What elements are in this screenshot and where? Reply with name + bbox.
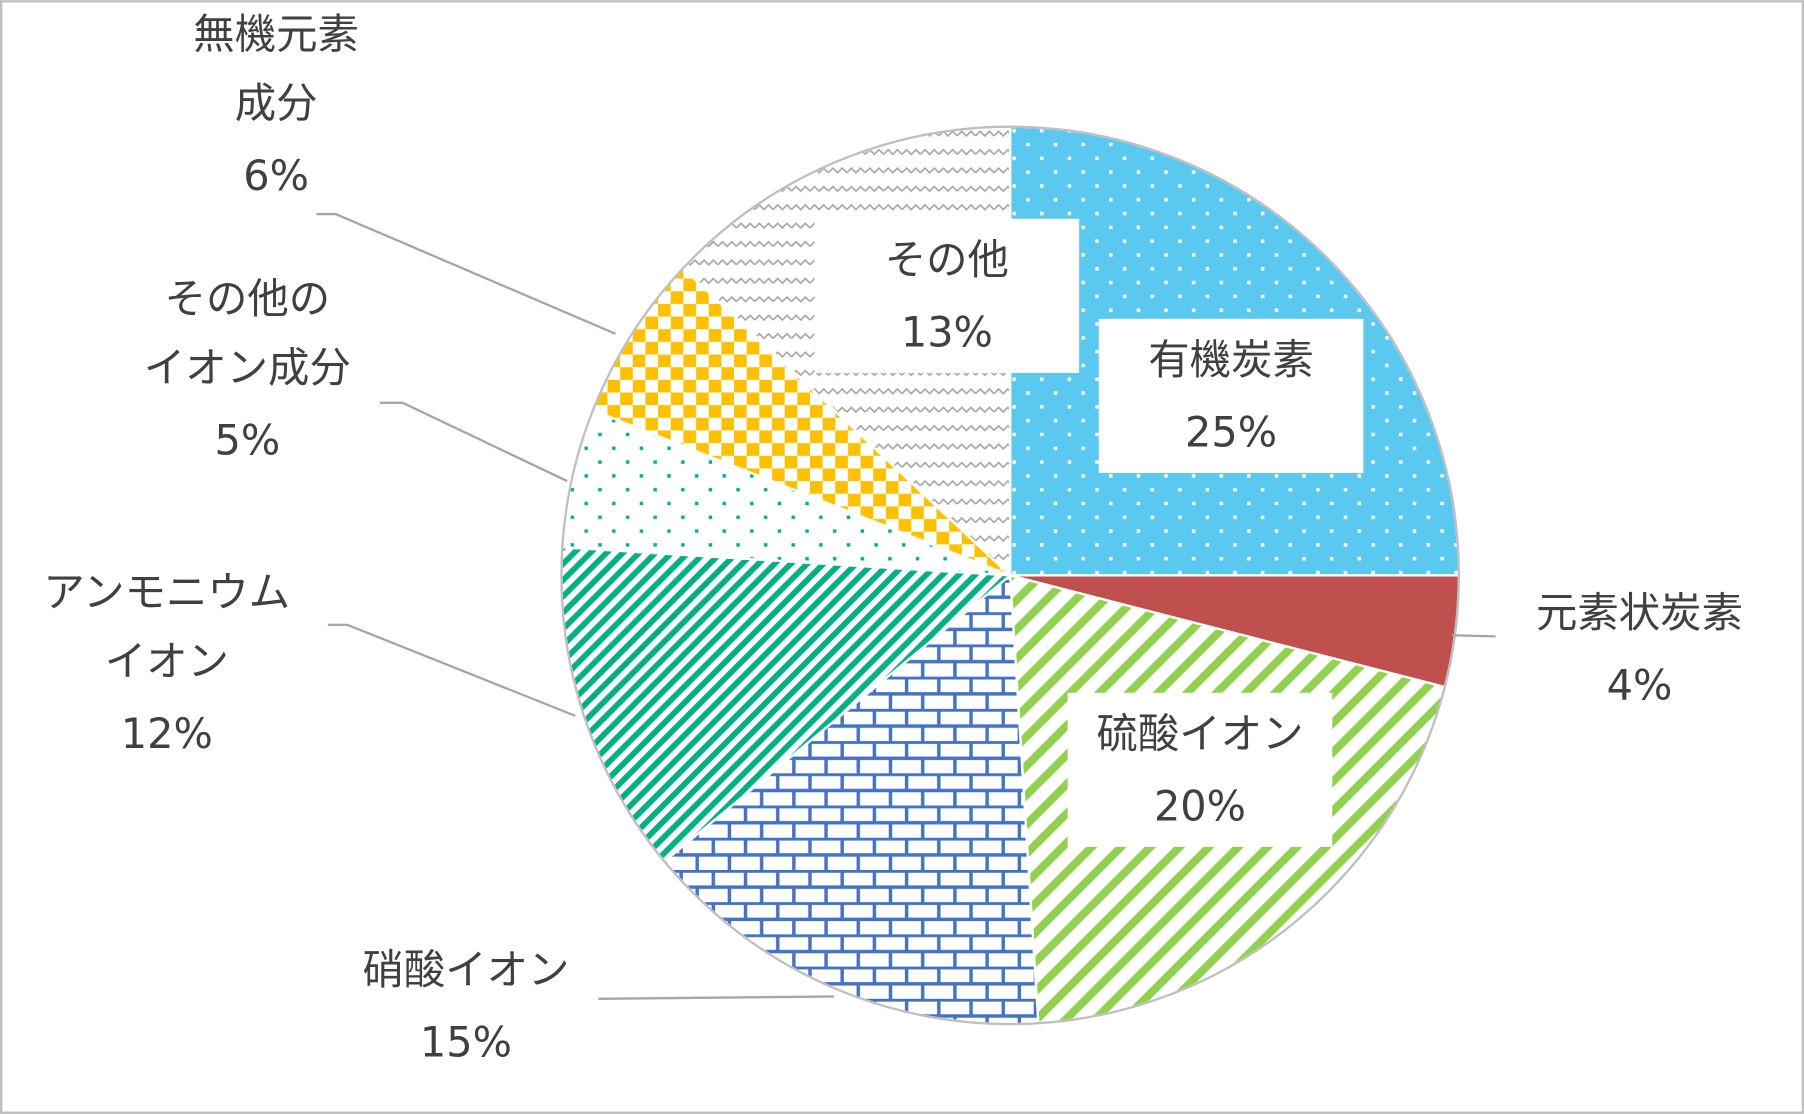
- category-label: 硫酸イオン: [1096, 710, 1303, 758]
- value-label: 4%: [1607, 662, 1673, 710]
- value-label: 15%: [420, 1018, 512, 1066]
- value-label: 12%: [121, 710, 213, 758]
- category-label: アンモニウムイオン: [43, 568, 290, 685]
- data-label: アンモニウムイオン 12%: [43, 568, 576, 758]
- pie-outline: [560, 125, 1460, 1026]
- category-label: 有機炭素: [1148, 336, 1314, 384]
- data-label: 無機元素成分 6%: [193, 10, 616, 335]
- data-label: 元素状炭素 4%: [1451, 589, 1743, 710]
- category-label: 元素状炭素: [1536, 589, 1743, 637]
- label-background: [1098, 318, 1364, 474]
- leader-line: [327, 623, 576, 717]
- value-label: 20%: [1154, 782, 1246, 830]
- leader-line: [598, 995, 835, 1000]
- label-background: [814, 218, 1080, 373]
- value-label: 5%: [215, 417, 281, 465]
- leader-line: [1451, 634, 1496, 638]
- data-label: 硝酸イオン 15%: [362, 946, 835, 1066]
- data-label: その他 13%: [814, 218, 1080, 373]
- leader-line: [316, 212, 616, 335]
- value-label: 25%: [1185, 409, 1277, 457]
- value-label: 6%: [243, 152, 309, 200]
- label-background: [1067, 692, 1333, 847]
- value-label: 13%: [901, 308, 993, 356]
- data-label: 有機炭素 25%: [1098, 318, 1364, 474]
- category-label: 無機元素成分: [193, 10, 359, 127]
- data-label: その他のイオン成分 5%: [144, 275, 568, 483]
- category-label: 硝酸イオン: [362, 946, 569, 994]
- leader-line: [379, 401, 568, 483]
- category-label: その他: [885, 236, 1009, 284]
- data-label: 硫酸イオン 20%: [1067, 692, 1333, 847]
- category-label: その他のイオン成分: [144, 275, 351, 392]
